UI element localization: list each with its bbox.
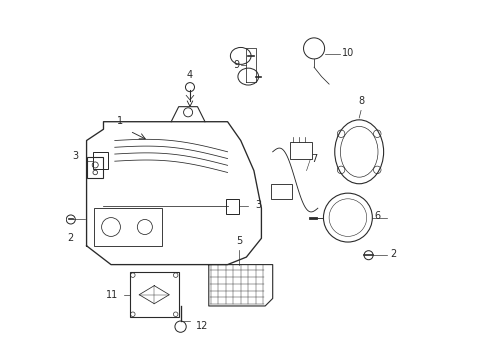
Bar (86, 157, 103, 178)
Bar (225, 199, 238, 214)
Text: 3: 3 (255, 200, 262, 210)
Text: 4: 4 (186, 69, 193, 80)
Text: 8: 8 (357, 96, 364, 106)
Bar (289, 143, 311, 159)
Text: 6: 6 (373, 211, 380, 221)
Bar (93, 152, 108, 169)
Text: 7: 7 (310, 154, 317, 164)
Text: 1: 1 (117, 116, 123, 126)
Text: 2: 2 (389, 249, 395, 259)
Bar (270, 184, 291, 199)
Bar (94, 208, 162, 246)
Bar (129, 272, 178, 317)
Text: 10: 10 (342, 48, 354, 58)
Text: 9: 9 (233, 59, 239, 69)
Text: 12: 12 (195, 320, 207, 330)
Text: 3: 3 (72, 151, 78, 161)
Text: 2: 2 (67, 233, 74, 243)
Text: 11: 11 (105, 290, 118, 300)
Text: 5: 5 (235, 236, 242, 246)
